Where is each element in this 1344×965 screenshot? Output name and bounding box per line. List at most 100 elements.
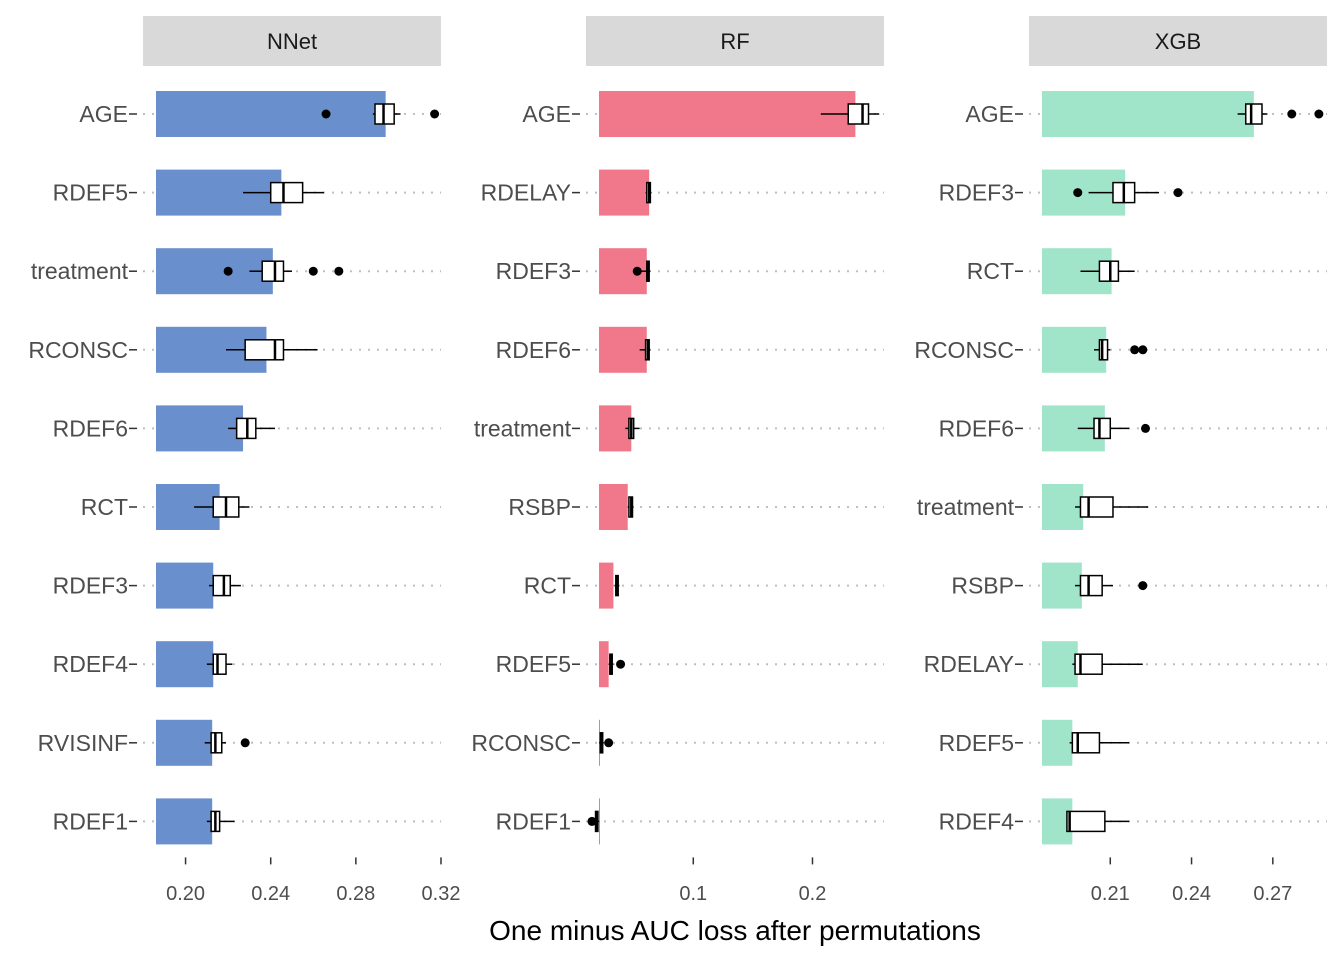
x-axis-title: One minus AUC loss after permutations xyxy=(489,915,981,946)
y-tick-label: RDELAY xyxy=(924,651,1014,677)
box xyxy=(1093,417,1112,440)
bar xyxy=(599,798,600,845)
box xyxy=(847,103,870,125)
box xyxy=(269,181,304,204)
panel-rf: RF AGE RDELAY RDEF3 RDEF6 treatment RSBP RCT RDE… xyxy=(471,16,884,905)
outlier-point xyxy=(334,266,344,276)
y-tick-label: RDEF4 xyxy=(939,808,1015,834)
y-tick-label: RDEF5 xyxy=(939,730,1014,756)
y-tick-label: RCT xyxy=(524,573,571,599)
y-tick-label: RDEF1 xyxy=(53,808,128,834)
box xyxy=(1066,810,1106,833)
y-tick-label: treatment xyxy=(31,258,129,284)
panel-nnet: NNet AGE RDEF5 treatment RCONSC RDEF6 RCT RDEF3… xyxy=(28,16,460,905)
panel-xgb: XGB AGE RDEF3 RCT RCONSC RDEF6 treatment RSBP RD… xyxy=(914,16,1327,905)
y-tick-label: RVISINF xyxy=(38,730,128,756)
boxplot xyxy=(608,653,626,675)
outlier-point xyxy=(223,266,233,276)
box xyxy=(1071,732,1101,754)
box xyxy=(212,574,232,597)
y-tick-label: AGE xyxy=(522,101,571,127)
y-tick-label: RDEF6 xyxy=(496,337,571,363)
outlier-point xyxy=(1314,109,1324,119)
bar xyxy=(599,169,650,216)
outlier-point xyxy=(1140,423,1150,433)
bar xyxy=(156,719,213,766)
y-tick-label: RDEF4 xyxy=(53,651,129,677)
y-tick-label: RDELAY xyxy=(481,180,571,206)
boxplot xyxy=(1066,810,1130,833)
x-tick-label: 0.24 xyxy=(1172,883,1211,905)
y-tick-label: RDEF6 xyxy=(939,415,1014,441)
panel-strip xyxy=(1029,16,1327,66)
outlier-point xyxy=(1130,345,1140,355)
y-tick-label: RDEF3 xyxy=(939,180,1014,206)
boxplot xyxy=(587,810,600,833)
y-tick-label: RCONSC xyxy=(914,337,1014,363)
boxplot xyxy=(208,574,241,597)
boxplot xyxy=(1094,339,1148,361)
box xyxy=(1244,103,1263,125)
boxplot xyxy=(614,574,620,597)
y-tick-label: RDEF6 xyxy=(53,415,128,441)
box xyxy=(244,339,285,361)
bar xyxy=(1042,719,1073,766)
box xyxy=(1098,339,1109,361)
bar xyxy=(156,562,214,609)
box xyxy=(1074,653,1103,675)
boxplot xyxy=(1075,574,1148,597)
boxplot xyxy=(204,732,250,754)
x-tick-label: 0.2 xyxy=(799,883,827,905)
x-tick-label: 0.28 xyxy=(336,883,375,905)
outlier-point xyxy=(604,738,614,748)
panel-strip-label: XGB xyxy=(1155,29,1201,54)
bar xyxy=(1042,91,1254,137)
boxplot xyxy=(820,103,880,125)
boxplot xyxy=(632,260,651,282)
y-tick-label: RDEF5 xyxy=(53,180,128,206)
boxplot xyxy=(194,496,250,518)
outlier-point xyxy=(308,266,318,276)
outlier-point xyxy=(1173,188,1183,198)
bar xyxy=(599,562,614,609)
box xyxy=(1079,574,1103,597)
y-tick-label: RDEF5 xyxy=(496,651,571,677)
x-tick-label: 0.27 xyxy=(1253,883,1292,905)
y-tick-label: RDEF3 xyxy=(53,573,128,599)
outlier-point xyxy=(430,109,440,119)
box xyxy=(212,653,227,675)
boxplot xyxy=(1077,417,1150,440)
y-tick-label: RCONSC xyxy=(471,730,571,756)
y-tick-label: AGE xyxy=(79,101,128,127)
y-tick-label: AGE xyxy=(965,101,1014,127)
boxplot xyxy=(1069,732,1130,754)
outlier-point xyxy=(616,659,626,669)
bar xyxy=(156,641,214,688)
y-tick-label: RDEF1 xyxy=(496,808,571,834)
x-tick-label: 0.21 xyxy=(1091,883,1130,905)
outlier-point xyxy=(1287,109,1297,119)
boxplot xyxy=(1072,653,1143,675)
boxplot xyxy=(206,653,233,675)
boxplot xyxy=(321,103,440,125)
panel-strip-label: RF xyxy=(720,29,749,54)
boxplot xyxy=(625,417,640,440)
x-tick-label: 0.20 xyxy=(166,883,205,905)
boxplot xyxy=(206,810,235,833)
boxplot xyxy=(1080,260,1135,282)
outlier-point xyxy=(632,266,642,276)
bar xyxy=(599,326,647,373)
box xyxy=(261,260,285,282)
bar xyxy=(599,484,628,530)
boxplot xyxy=(228,417,275,440)
outlier-point xyxy=(321,109,331,119)
panels: NNet AGE RDEF5 treatment RCONSC RDEF6 RCT RDEF3… xyxy=(28,16,1327,905)
bar xyxy=(599,91,856,137)
outlier-point xyxy=(1073,188,1083,198)
y-tick-label: treatment xyxy=(474,415,572,441)
boxplot xyxy=(1073,181,1183,204)
boxplot xyxy=(639,339,651,361)
boxplot xyxy=(223,260,344,282)
